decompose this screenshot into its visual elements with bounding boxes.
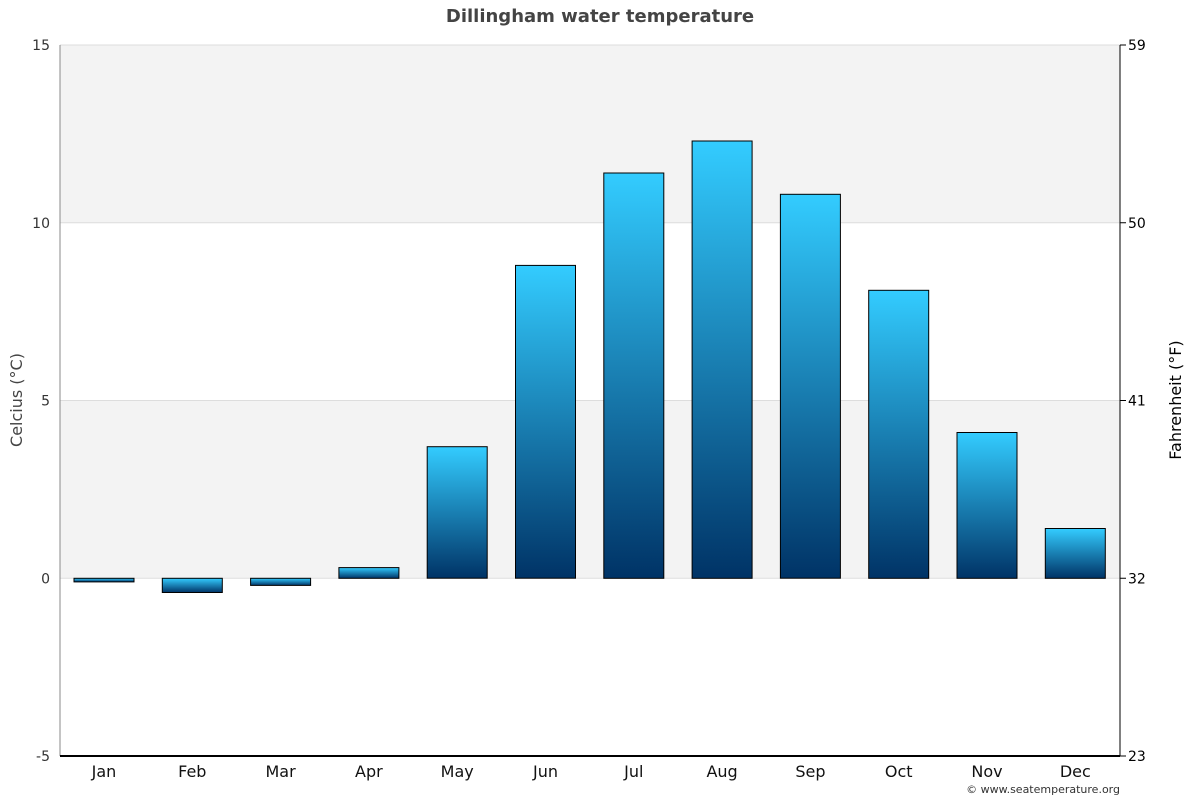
chart-title: Dillingham water temperature <box>445 6 755 27</box>
bar-mar <box>250 577 312 586</box>
bar-aug <box>691 140 753 579</box>
y-tick-label-left: 0 <box>41 571 50 587</box>
y-tick-label-right: 50 <box>1128 216 1146 232</box>
bar-jun <box>515 264 576 579</box>
y-tick-label-left: 10 <box>32 216 50 232</box>
x-category-label: Nov <box>971 762 1002 781</box>
x-category-label: Aug <box>706 762 737 781</box>
x-category-label: Mar <box>266 762 297 781</box>
x-category-label: Feb <box>178 762 206 781</box>
y-tick-label-right: 23 <box>1128 749 1146 765</box>
x-category-label: Jul <box>623 762 643 781</box>
bar-sep <box>779 193 841 579</box>
bar-may <box>426 446 488 579</box>
credit-text: © www.seatemperature.org <box>966 783 1120 796</box>
bar-jul <box>603 172 665 579</box>
bars-group <box>73 140 1106 593</box>
y-tick-label-right: 32 <box>1128 571 1146 587</box>
category-labels: Jan Feb Mar Apr May Jun Jul Aug Sep Oct Nov Dec <box>91 762 1091 781</box>
background-band <box>60 45 1120 223</box>
tick-labels: 15 59 10 50 5 41 0 32 -5 23 <box>32 38 1146 765</box>
y-tick-label-right: 41 <box>1128 394 1146 410</box>
y-axis-label-right: Fahrenheit (°F) <box>1166 340 1185 459</box>
y-tick-label-left: -5 <box>36 749 50 765</box>
x-category-label: Dec <box>1060 762 1091 781</box>
grid-lines <box>60 44 1120 579</box>
y-tick-label-left: 15 <box>32 38 50 54</box>
background-band <box>60 400 1120 579</box>
x-category-label: Sep <box>795 762 825 781</box>
bar-nov <box>956 432 1018 579</box>
bar-feb <box>161 577 223 593</box>
bar-jan <box>73 577 135 583</box>
y-tick-label-left: 5 <box>41 394 50 410</box>
y-axis-label-left: Celcius (°C) <box>7 353 26 447</box>
y-tick-label-right: 59 <box>1128 38 1146 54</box>
x-category-label: Oct <box>885 762 913 781</box>
x-category-label: Jan <box>91 762 117 781</box>
x-category-label: Jun <box>532 762 558 781</box>
background-bands <box>60 45 1120 579</box>
bar-apr <box>338 567 400 579</box>
x-category-label: May <box>441 762 474 781</box>
bar-oct <box>868 289 930 579</box>
bar-dec <box>1044 528 1106 579</box>
x-category-label: Apr <box>355 762 383 781</box>
